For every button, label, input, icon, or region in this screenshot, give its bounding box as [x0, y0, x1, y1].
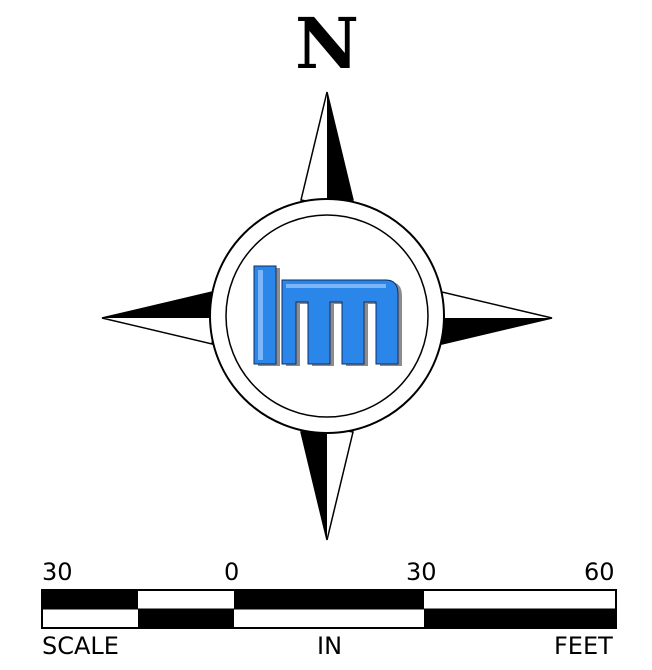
scale-segment [234, 590, 424, 609]
north-point [300, 91, 354, 206]
scale-bar [41, 589, 617, 629]
scale-segment [234, 609, 424, 628]
scale-left-label: SCALE [42, 632, 119, 660]
scale-segment [138, 609, 234, 628]
scale-segment [42, 590, 138, 609]
scale-tick-label: 30 [42, 558, 73, 586]
scale-segment [42, 609, 138, 628]
west-point [101, 291, 217, 345]
scale-segment [424, 590, 616, 609]
logo-icon [253, 265, 402, 366]
scale-segment [138, 590, 234, 609]
north-label: N [295, 2, 359, 85]
scale-segment [424, 609, 616, 628]
south-point [300, 426, 354, 541]
scale-tick-label: 0 [224, 558, 240, 586]
east-point [437, 291, 553, 345]
scale-right-label: FEET [554, 632, 613, 660]
scale-tick-label: 60 [584, 558, 615, 586]
scale-tick-label: 30 [406, 558, 437, 586]
scale-center-label: IN [317, 632, 343, 660]
